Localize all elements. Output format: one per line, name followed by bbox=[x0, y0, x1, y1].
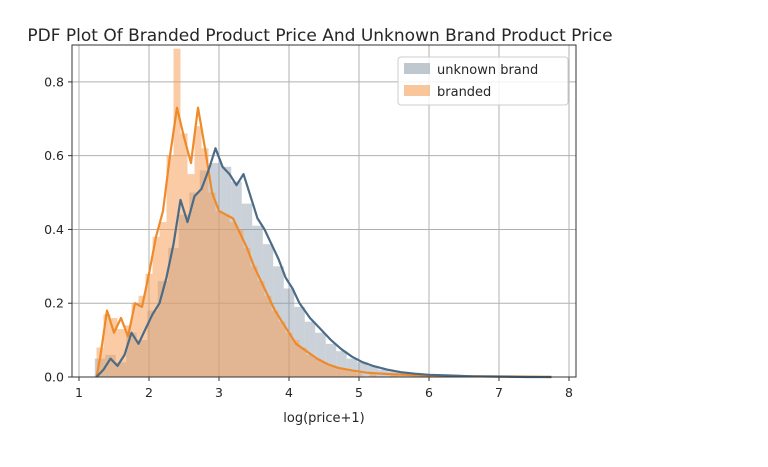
hist-bar-branded bbox=[110, 317, 118, 377]
x-tick-label: 5 bbox=[355, 385, 363, 400]
hist-bar-branded bbox=[236, 229, 244, 377]
x-tick-label: 6 bbox=[425, 385, 433, 400]
y-axis-ticks: 0.0 0.2 0.4 0.6 0.8 bbox=[44, 74, 72, 385]
hist-bar-branded bbox=[271, 310, 279, 377]
x-tick-label: 7 bbox=[495, 385, 503, 400]
legend-label-branded: branded bbox=[437, 85, 491, 100]
hist-bar-branded bbox=[320, 362, 328, 377]
legend-box bbox=[397, 56, 569, 106]
y-tick-label: 0.4 bbox=[44, 222, 64, 237]
hist-bar-branded bbox=[201, 148, 209, 377]
hist-bar-branded bbox=[369, 374, 377, 377]
hist-bar-branded bbox=[173, 48, 181, 377]
hist-bar-branded bbox=[341, 369, 349, 377]
hist-bar-branded bbox=[180, 133, 188, 377]
hist-bar-branded bbox=[103, 314, 111, 377]
hist-bar-branded bbox=[306, 354, 314, 377]
x-tick-label: 4 bbox=[285, 385, 293, 400]
hist-bar-unknown-brand bbox=[304, 321, 316, 377]
x-tick-label: 8 bbox=[565, 385, 573, 400]
hist-bar-branded bbox=[187, 174, 195, 377]
plot-frame bbox=[71, 44, 577, 378]
hist-bar-branded bbox=[390, 375, 398, 377]
x-axis-label: log(price+1) bbox=[283, 411, 364, 426]
hist-bar-branded bbox=[313, 358, 321, 377]
y-tick-label: 0.0 bbox=[44, 370, 64, 385]
hist-bar-unknown-brand bbox=[346, 358, 358, 377]
hist-bar-branded bbox=[215, 211, 223, 377]
x-tick-label: 2 bbox=[145, 385, 153, 400]
hist-bar-branded bbox=[299, 347, 307, 377]
hist-bar-branded bbox=[292, 340, 300, 377]
kde-line-unknown-brand bbox=[95, 147, 552, 379]
hist-bar-unknown-brand bbox=[325, 343, 337, 377]
x-axis-ticks: 1 2 3 4 5 6 7 8 bbox=[75, 377, 573, 400]
legend: unknown brand branded bbox=[397, 56, 569, 106]
chart-title: PDF Plot Of Branded Product Price And Un… bbox=[27, 26, 612, 46]
hist-bar-branded bbox=[355, 373, 363, 377]
hist-bar-branded bbox=[334, 367, 342, 377]
hist-bar-branded bbox=[257, 281, 265, 377]
kde-lines bbox=[95, 106, 552, 379]
hist-bar-branded bbox=[117, 329, 125, 377]
hist-bar-unknown-brand bbox=[357, 362, 368, 377]
hist-bar-branded bbox=[327, 365, 335, 377]
hist-bar-branded bbox=[194, 126, 202, 378]
y-tick-label: 0.6 bbox=[44, 148, 64, 163]
x-tick-label: 1 bbox=[75, 385, 83, 400]
legend-swatch-branded bbox=[404, 85, 430, 96]
hist-bar-branded bbox=[208, 192, 216, 377]
hist-bar-branded bbox=[222, 214, 230, 377]
hist-bar-branded bbox=[145, 273, 153, 377]
hist-bar-branded bbox=[124, 325, 132, 377]
hist-bar-unknown-brand bbox=[336, 351, 347, 377]
hist-bar-branded bbox=[159, 222, 167, 377]
hist-bar-branded bbox=[229, 222, 237, 377]
hist-bar-branded bbox=[250, 266, 258, 377]
hist-bar-branded bbox=[348, 371, 356, 377]
y-tick-label: 0.8 bbox=[44, 74, 64, 89]
x-tick-label: 3 bbox=[215, 385, 223, 400]
hist-bar-branded bbox=[264, 295, 272, 377]
legend-swatch-unknown-brand bbox=[404, 63, 430, 74]
y-tick-label: 0.2 bbox=[44, 296, 64, 311]
hist-bar-unknown-brand bbox=[367, 365, 379, 377]
hist-bar-branded bbox=[243, 247, 251, 377]
hist-bar-branded bbox=[166, 155, 174, 377]
legend-label-unknown-brand: unknown brand bbox=[437, 63, 538, 78]
hist-bar-branded bbox=[285, 332, 293, 377]
kde-line-branded bbox=[95, 106, 552, 379]
hist-bar-branded bbox=[278, 321, 286, 377]
hist-bar-unknown-brand bbox=[315, 332, 326, 377]
